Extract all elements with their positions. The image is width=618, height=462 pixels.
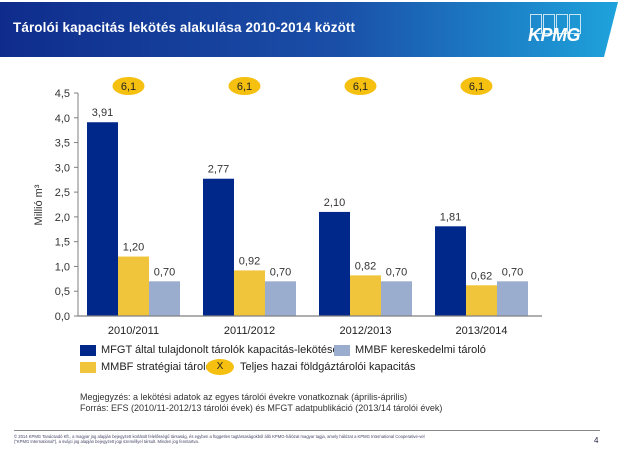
y-tick-label: 3,0 (55, 162, 70, 174)
footer-divider (14, 430, 600, 431)
legend-item-total-capacity: X Teljes hazai földgáztárolói kapacitás (206, 359, 416, 375)
y-tick-label: 4,0 (55, 113, 70, 125)
y-tick-label: 1,0 (55, 261, 70, 273)
logo-text: KPMG (528, 25, 581, 45)
total-capacity-label: 6,1 (353, 81, 368, 93)
bar (381, 281, 412, 316)
bar-value-label: 0,70 (270, 266, 291, 278)
y-tick-label: 0,0 (55, 311, 70, 323)
bar (118, 256, 149, 316)
y-tick-label: 0,5 (55, 286, 70, 298)
bar-value-label: 2,10 (324, 197, 345, 209)
note-remark: Megjegyzés: a lekötési adatok az egyes t… (80, 392, 408, 402)
bar-chart: 0,0 0,5 1,0 1,5 2,0 2,5 3,0 3,5 4,0 4,5 Millió m³ 3… (33, 77, 542, 337)
total-capacity-label: 6,1 (469, 81, 484, 93)
header-banner (0, 2, 618, 57)
legend-item-mfgt: MFGT által tulajdonolt tárolók kapacitás… (80, 344, 339, 356)
footer-disclaimer: © 2014 KPMG Tanácsadó Kft., a magyar jog… (14, 434, 425, 444)
legend-swatch (80, 361, 96, 373)
y-tick-label: 2,5 (55, 187, 70, 199)
bar-value-label: 0,70 (154, 266, 175, 278)
y-tick-label: 4,5 (55, 88, 70, 100)
bar (435, 226, 466, 316)
total-capacity-label: 6,1 (237, 81, 252, 93)
legend-label: MFGT által tulajdonolt tárolók kapacitás… (101, 344, 339, 356)
kpmg-logo: KPMG (526, 14, 590, 48)
x-tick-label: 2010/2011 (108, 325, 159, 337)
legend-swatch (80, 344, 96, 356)
bar (350, 275, 381, 316)
y-tick-label: 3,5 (55, 138, 70, 150)
y-axis-label: Millió m³ (33, 184, 45, 225)
bar (319, 211, 350, 316)
bar-value-label: 0,82 (355, 260, 376, 272)
legend-label: MMBF stratégiai tároló (101, 361, 212, 373)
bar-value-label: 1,81 (440, 211, 461, 223)
chart-notes: Megjegyzés: a lekötési adatok az egyes t… (80, 392, 442, 414)
page-number: 4 (594, 436, 599, 445)
legend-item-mmbf-strategic: MMBF stratégiai tároló (80, 361, 212, 373)
total-capacity-label: 6,1 (121, 81, 136, 93)
bar (149, 281, 180, 316)
total-capacity-marker (344, 77, 377, 95)
legend-item-mmbf-commercial: MMBF kereskedelmi tároló (334, 344, 486, 356)
x-tick-label: 2011/2012 (224, 325, 275, 337)
x-tick-label: 2012/2013 (340, 325, 392, 337)
legend-label: MMBF kereskedelmi tároló (355, 344, 486, 356)
legend-ellipse-marker: X (206, 359, 234, 375)
total-capacity-marker (112, 77, 145, 95)
bar (265, 281, 296, 316)
bar-value-label: 0,62 (471, 270, 492, 282)
note-source: Forrás: EFS (2010/11-2012/13 tárolói éve… (80, 403, 443, 413)
y-tick-label: 2,0 (55, 212, 70, 224)
bar (203, 178, 234, 316)
total-capacity-marker (460, 77, 493, 95)
legend-label: Teljes hazai földgáztárolói kapacitás (240, 361, 416, 373)
legend-swatch (334, 344, 350, 356)
bar (466, 285, 497, 316)
bar-value-label: 1,20 (123, 242, 144, 254)
slide-title: Tárolói kapacitás lekötés alakulása 2010… (13, 20, 356, 35)
y-tick-label: 1,5 (55, 237, 70, 249)
x-tick-label: 2013/2014 (456, 325, 508, 337)
bar-value-label: 3,91 (92, 107, 113, 119)
bar (87, 122, 118, 316)
bar-value-label: 2,77 (208, 164, 229, 176)
slide-header: Tárolói kapacitás lekötés alakulása 2010… (0, 0, 618, 58)
logo-boxes-icon (530, 14, 581, 34)
bar-value-label: 0,70 (502, 266, 523, 278)
bar-value-label: 0,70 (386, 266, 407, 278)
bar-value-label: 0,92 (239, 255, 260, 267)
total-capacity-marker (228, 77, 261, 95)
bar (497, 281, 528, 316)
bar (234, 270, 265, 316)
